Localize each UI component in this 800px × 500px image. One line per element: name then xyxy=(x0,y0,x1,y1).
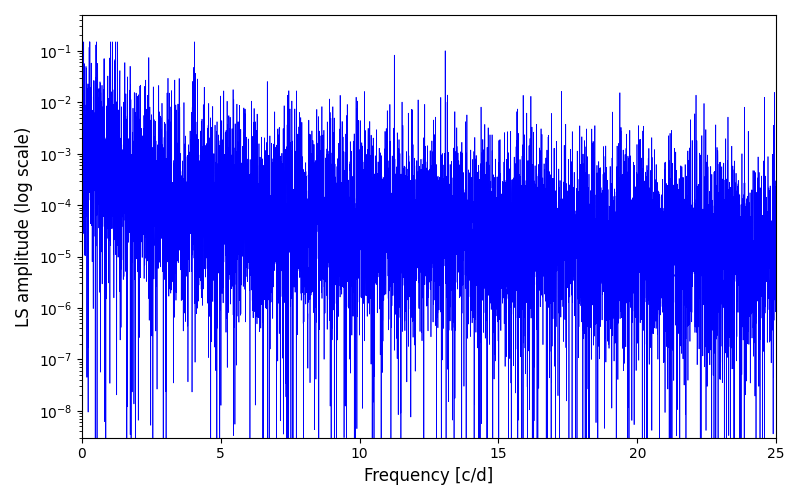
Y-axis label: LS amplitude (log scale): LS amplitude (log scale) xyxy=(15,126,33,326)
X-axis label: Frequency [c/d]: Frequency [c/d] xyxy=(364,467,494,485)
